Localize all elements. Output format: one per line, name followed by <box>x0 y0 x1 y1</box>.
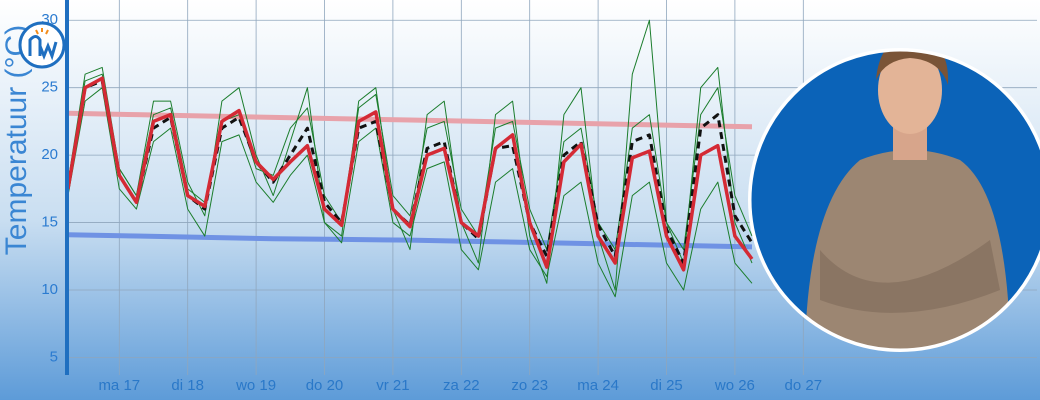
x-tick-label: di 25 <box>650 377 683 394</box>
x-tick-label: vr 21 <box>376 377 409 394</box>
plot <box>68 19 754 298</box>
x-tick-label: zo 23 <box>511 377 548 394</box>
x-tick-label: do 27 <box>785 377 823 394</box>
x-tick-label: di 18 <box>171 377 204 394</box>
y-tick-label: 15 <box>41 214 58 231</box>
x-tick-label: wo 19 <box>235 377 276 394</box>
y-tick-label: 5 <box>50 348 58 365</box>
series-line <box>68 19 753 291</box>
series-line <box>68 232 753 250</box>
y-tick-label: 20 <box>41 146 58 163</box>
x-tick-label: ma 17 <box>98 377 140 394</box>
logo <box>18 21 66 69</box>
series-line <box>68 76 754 272</box>
x-tick-label: za 22 <box>443 377 480 394</box>
presenter-photo <box>748 48 1040 352</box>
y-tick-label: 10 <box>41 281 58 298</box>
series-line <box>68 87 753 298</box>
x-tick-label: do 20 <box>306 377 344 394</box>
y-tick-label: 25 <box>41 79 58 96</box>
x-tick-label: ma 24 <box>577 377 619 394</box>
series-line <box>68 110 753 130</box>
x-tick-label: wo 26 <box>714 377 755 394</box>
